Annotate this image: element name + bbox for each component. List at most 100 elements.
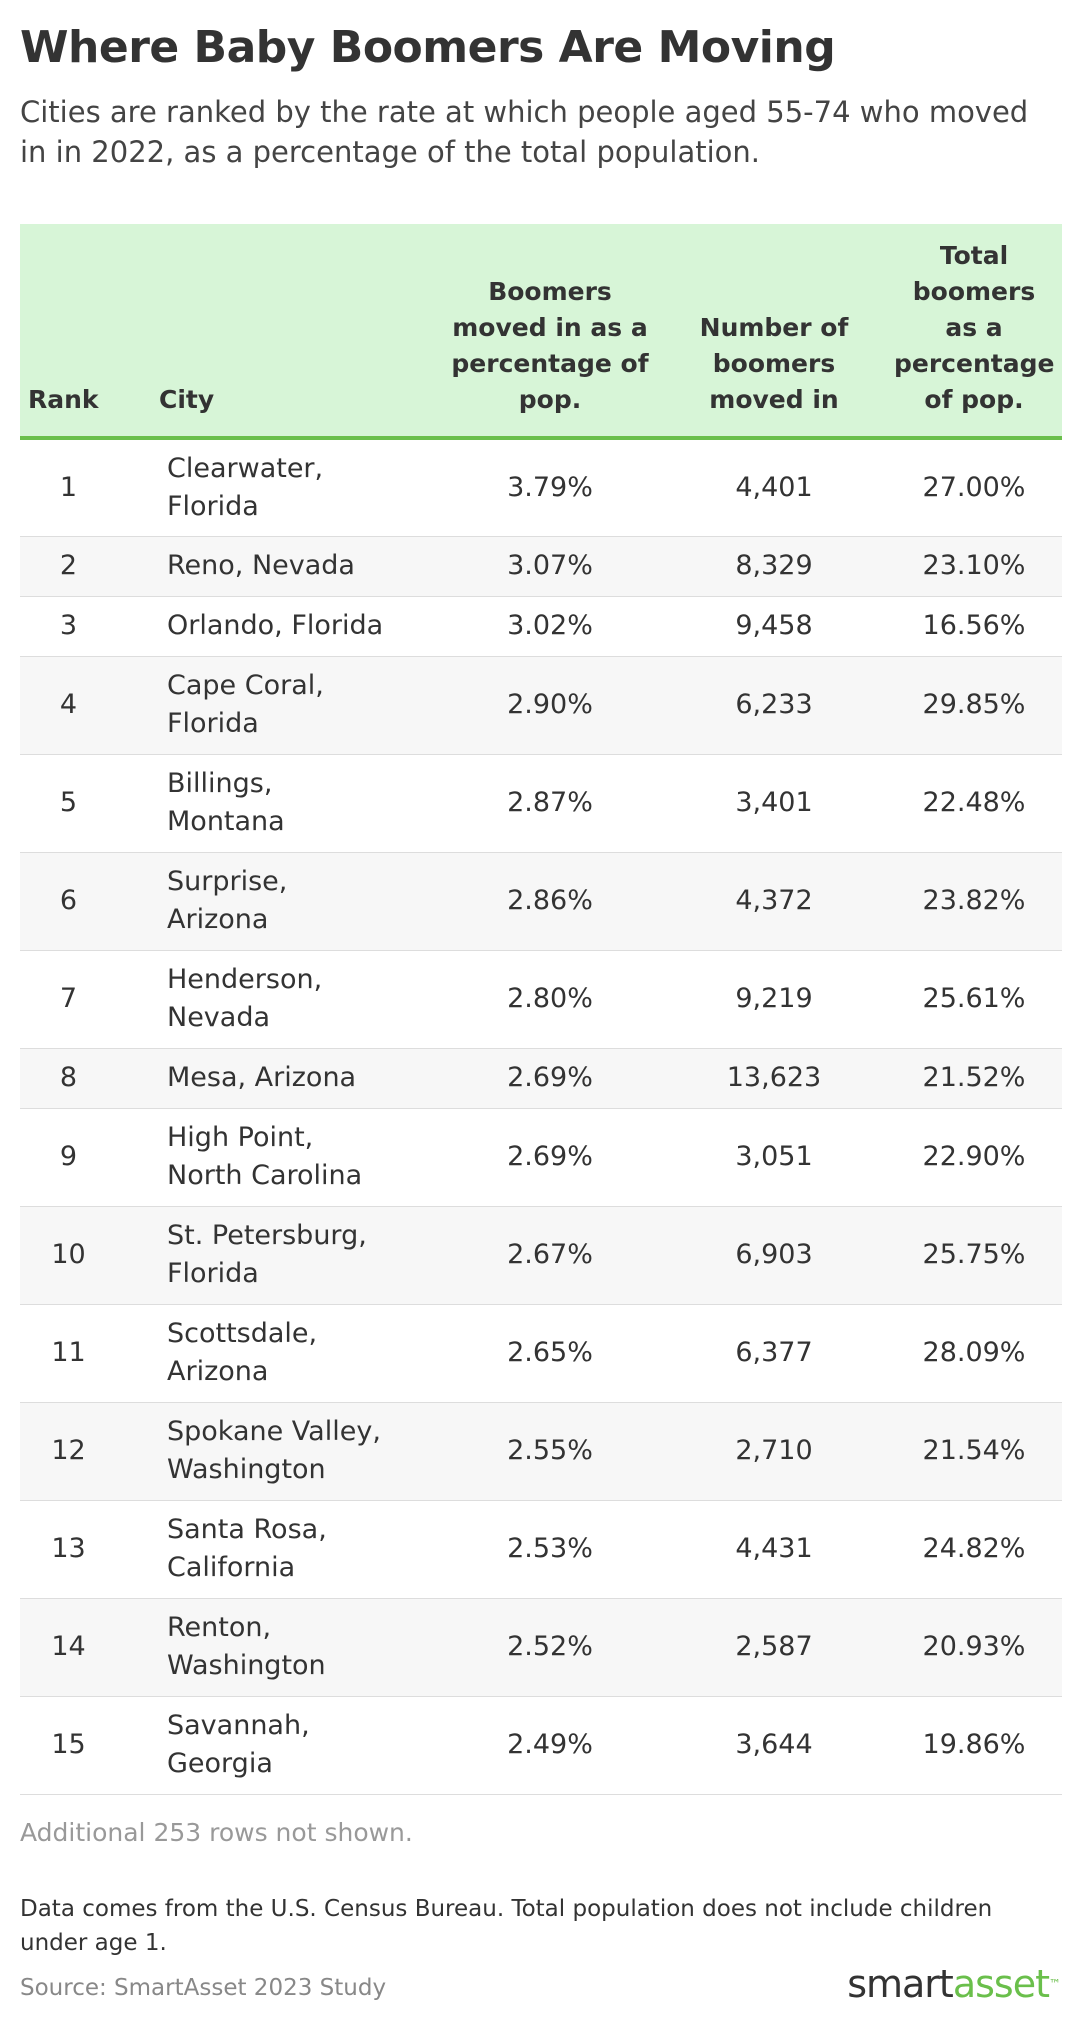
city-cell: Cape Coral, Florida bbox=[151, 656, 438, 755]
pct-total-cell: 25.61% bbox=[886, 950, 1062, 1049]
city-cell: Surprise, Arizona bbox=[151, 852, 438, 951]
num-moved-cell: 2,710 bbox=[662, 1402, 886, 1501]
num-moved-cell: 4,401 bbox=[662, 438, 886, 537]
pct-moved-cell: 2.55% bbox=[438, 1402, 662, 1501]
city-cell: Santa Rosa, California bbox=[151, 1500, 438, 1599]
pct-moved-cell: 2.52% bbox=[438, 1598, 662, 1697]
rank-cell: 7 bbox=[20, 950, 151, 1049]
pct-total-cell: 27.00% bbox=[886, 438, 1062, 537]
num-moved-cell: 13,623 bbox=[662, 1048, 886, 1109]
smartasset-logo: smartasset™ bbox=[847, 1962, 1061, 2006]
pct-total-cell: 21.52% bbox=[886, 1048, 1062, 1109]
num-moved-cell: 9,219 bbox=[662, 950, 886, 1049]
num-moved-cell: 9,458 bbox=[662, 596, 886, 657]
num-moved-cell: 6,377 bbox=[662, 1304, 886, 1403]
pct-total-cell: 23.10% bbox=[886, 536, 1062, 597]
pct-total-cell: 22.90% bbox=[886, 1108, 1062, 1207]
rank-cell: 6 bbox=[20, 852, 151, 951]
pct-moved-cell: 2.86% bbox=[438, 852, 662, 951]
num-moved-cell: 3,644 bbox=[662, 1696, 886, 1795]
page-title: Where Baby Boomers Are Moving bbox=[20, 22, 836, 73]
rank-cell: 15 bbox=[20, 1696, 151, 1795]
rank-cell: 8 bbox=[20, 1048, 151, 1109]
table-row: 6 Surprise, Arizona 2.86% 4,372 23.82% bbox=[20, 852, 1062, 951]
city-cell: Orlando, Florida bbox=[151, 596, 438, 657]
city-cell: High Point, North Carolina bbox=[151, 1108, 438, 1207]
rank-cell: 2 bbox=[20, 536, 151, 597]
rank-cell: 12 bbox=[20, 1402, 151, 1501]
logo-text-smart: smart bbox=[847, 1962, 954, 2006]
pct-moved-cell: 2.65% bbox=[438, 1304, 662, 1403]
rank-cell: 13 bbox=[20, 1500, 151, 1599]
column-header-pct-total[interactable]: Total boomers as a percentage of pop. bbox=[886, 224, 1062, 440]
rank-cell: 1 bbox=[20, 438, 151, 537]
table-header-row: Rank City Boomers moved in as a percenta… bbox=[20, 224, 1062, 440]
num-moved-cell: 8,329 bbox=[662, 536, 886, 597]
pct-moved-cell: 3.07% bbox=[438, 536, 662, 597]
pct-moved-cell: 2.67% bbox=[438, 1206, 662, 1305]
city-cell: St. Petersburg, Florida bbox=[151, 1206, 438, 1305]
city-cell: Renton, Washington bbox=[151, 1598, 438, 1697]
pct-moved-cell: 2.49% bbox=[438, 1696, 662, 1795]
rank-cell: 11 bbox=[20, 1304, 151, 1403]
column-header-city[interactable]: City bbox=[151, 224, 438, 440]
pct-moved-cell: 2.53% bbox=[438, 1500, 662, 1599]
pct-total-cell: 28.09% bbox=[886, 1304, 1062, 1403]
pct-total-cell: 23.82% bbox=[886, 852, 1062, 951]
pct-total-cell: 16.56% bbox=[886, 596, 1062, 657]
num-moved-cell: 6,903 bbox=[662, 1206, 886, 1305]
pct-moved-cell: 2.69% bbox=[438, 1048, 662, 1109]
pct-total-cell: 22.48% bbox=[886, 754, 1062, 853]
table-row: 15 Savannah, Georgia 2.49% 3,644 19.86% bbox=[20, 1696, 1062, 1795]
logo-trademark: ™ bbox=[1049, 1977, 1061, 1991]
pct-total-cell: 20.93% bbox=[886, 1598, 1062, 1697]
pct-moved-cell: 3.02% bbox=[438, 596, 662, 657]
rank-cell: 10 bbox=[20, 1206, 151, 1305]
rank-cell: 4 bbox=[20, 656, 151, 755]
column-header-rank[interactable]: Rank bbox=[20, 224, 151, 440]
table-row: 13 Santa Rosa, California 2.53% 4,431 24.82% bbox=[20, 1500, 1062, 1599]
table-row: 8 Mesa, Arizona 2.69% 13,623 21.52% bbox=[20, 1048, 1062, 1109]
pct-total-cell: 21.54% bbox=[886, 1402, 1062, 1501]
city-cell: Billings, Montana bbox=[151, 754, 438, 853]
table-row: 3 Orlando, Florida 3.02% 9,458 16.56% bbox=[20, 596, 1062, 657]
column-header-pct-moved[interactable]: Boomers moved in as a percentage of pop. bbox=[438, 224, 662, 440]
pct-total-cell: 25.75% bbox=[886, 1206, 1062, 1305]
table-row: 14 Renton, Washington 2.52% 2,587 20.93% bbox=[20, 1598, 1062, 1697]
page-subtitle: Cities are ranked by the rate at which p… bbox=[20, 95, 1029, 169]
rank-cell: 3 bbox=[20, 596, 151, 657]
table-row: 10 St. Petersburg, Florida 2.67% 6,903 25.75% bbox=[20, 1206, 1062, 1305]
source-credit: Source: SmartAsset 2023 Study bbox=[20, 1975, 387, 2001]
table-row: 4 Cape Coral, Florida 2.90% 6,233 29.85% bbox=[20, 656, 1062, 755]
city-cell: Scottsdale, Arizona bbox=[151, 1304, 438, 1403]
num-moved-cell: 4,372 bbox=[662, 852, 886, 951]
table-row: 9 High Point, North Carolina 2.69% 3,051 22.9… bbox=[20, 1108, 1062, 1207]
num-moved-cell: 4,431 bbox=[662, 1500, 886, 1599]
table-row: 7 Henderson, Nevada 2.80% 9,219 25.61% bbox=[20, 950, 1062, 1049]
city-cell: Reno, Nevada bbox=[151, 536, 438, 597]
table-row: 11 Scottsdale, Arizona 2.65% 6,377 28.09% bbox=[20, 1304, 1062, 1403]
column-header-num-moved[interactable]: Number of boomers moved in bbox=[662, 224, 886, 440]
pct-moved-cell: 2.87% bbox=[438, 754, 662, 853]
pct-moved-cell: 2.90% bbox=[438, 656, 662, 755]
table-row: 12 Spokane Valley, Washington 2.55% 2,710 21.… bbox=[20, 1402, 1062, 1501]
city-cell: Spokane Valley, Washington bbox=[151, 1402, 438, 1501]
pct-moved-cell: 2.80% bbox=[438, 950, 662, 1049]
city-cell: Henderson, Nevada bbox=[151, 950, 438, 1049]
rank-cell: 9 bbox=[20, 1108, 151, 1207]
logo-text-asset: asset bbox=[952, 1962, 1050, 2006]
table-row: 1 Clearwater, Florida 3.79% 4,401 27.00% bbox=[20, 438, 1062, 537]
pct-total-cell: 29.85% bbox=[886, 656, 1062, 755]
pct-moved-cell: 3.79% bbox=[438, 438, 662, 537]
rank-cell: 14 bbox=[20, 1598, 151, 1697]
num-moved-cell: 3,051 bbox=[662, 1108, 886, 1207]
num-moved-cell: 2,587 bbox=[662, 1598, 886, 1697]
rank-cell: 5 bbox=[20, 754, 151, 853]
city-cell: Mesa, Arizona bbox=[151, 1048, 438, 1109]
table-body: 1 Clearwater, Florida 3.79% 4,401 27.00% 2 Reno… bbox=[20, 438, 1062, 1795]
pct-total-cell: 19.86% bbox=[886, 1696, 1062, 1795]
pct-total-cell: 24.82% bbox=[886, 1500, 1062, 1599]
num-moved-cell: 3,401 bbox=[662, 754, 886, 853]
table-row: 2 Reno, Nevada 3.07% 8,329 23.10% bbox=[20, 536, 1062, 597]
